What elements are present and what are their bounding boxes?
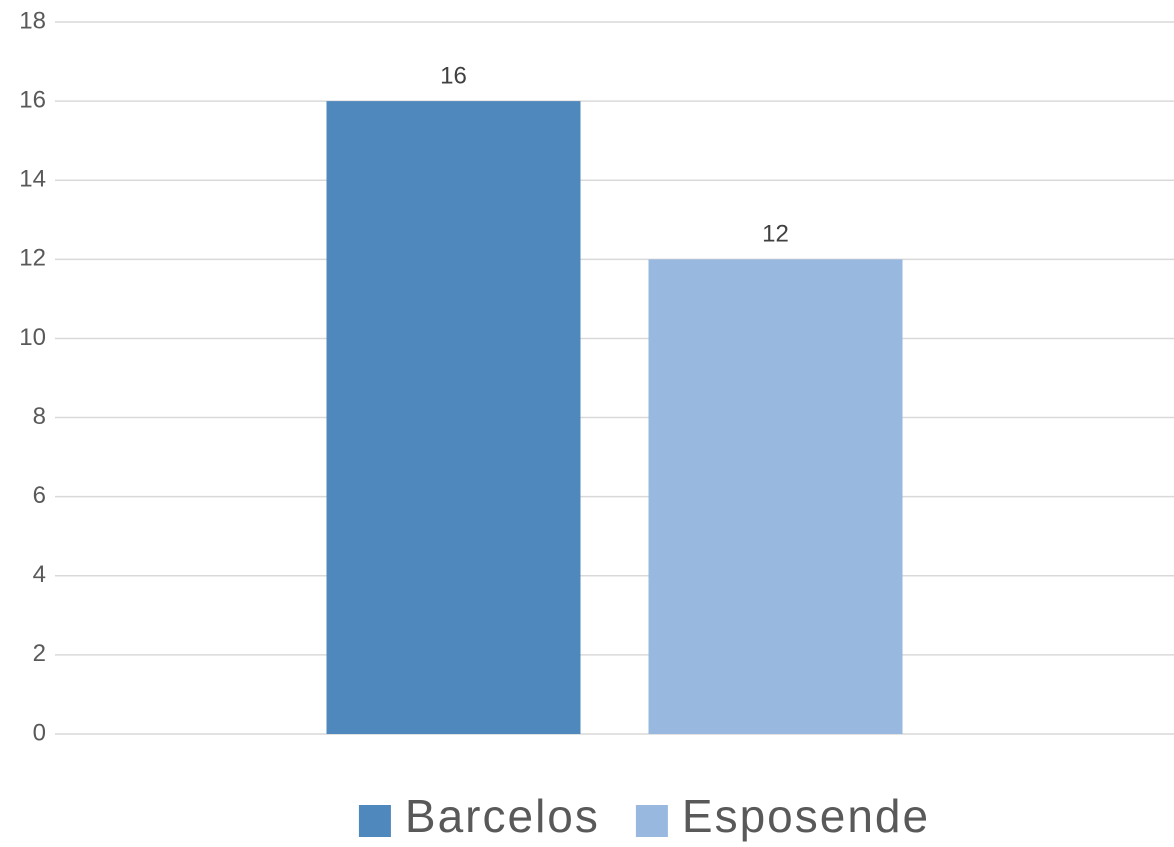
y-tick-label: 0 [33,719,46,746]
y-tick-label: 2 [33,640,46,667]
y-tick-label: 12 [19,245,46,272]
y-tick-label: 16 [19,86,46,113]
y-tick-label: 18 [19,7,46,34]
y-tick-label: 8 [33,403,46,430]
y-tick-label: 14 [19,166,46,193]
data-label: 16 [440,62,467,89]
data-label: 12 [762,221,789,248]
legend-swatch [358,805,391,837]
legend-swatch [635,805,668,837]
y-tick-label: 10 [19,324,46,351]
legend-label: Barcelos [405,790,600,842]
bar [326,101,581,735]
y-tick-label: 6 [33,482,46,509]
bar [648,259,903,734]
legend-label: Esposende [682,790,930,842]
y-tick-label: 4 [33,561,46,588]
